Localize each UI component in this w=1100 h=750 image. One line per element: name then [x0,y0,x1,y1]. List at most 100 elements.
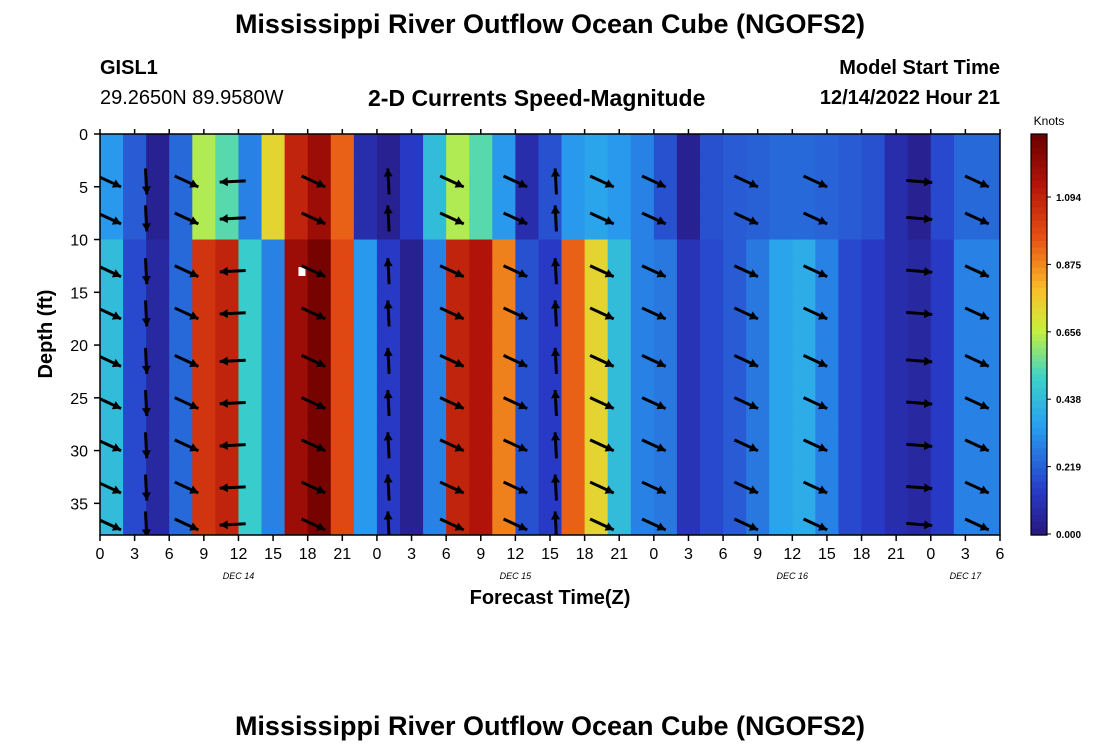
current-arrow [906,356,933,366]
heat-cell [700,408,724,431]
heat-cell [284,408,309,431]
heat-cell [146,429,170,452]
current-arrow [964,517,990,532]
arrow-head [656,269,666,278]
heat-cell [630,366,655,388]
day-label: DEC 15 [500,571,533,581]
heat-cell [330,239,355,262]
heat-cell [584,281,609,304]
heat-cell [769,281,793,304]
heat-cell [884,197,909,220]
colorbar-step [1031,294,1047,302]
current-arrow [219,177,246,187]
heat-cell [792,176,816,198]
arrow-head [604,522,614,531]
heat-cell [238,492,263,515]
heat-cell [423,387,447,409]
heat-cell [446,450,470,473]
arrow-head [219,356,228,366]
heat-cell [353,387,378,409]
heat-cell [953,323,1000,346]
current-arrow [219,398,246,408]
current-arrow [733,438,759,453]
heat-cell [815,134,840,156]
x-axis: 0 3 6 9 12 15 18 21 0 3 6 9 12 15 18 21 0 3 6 9 12 15 18 21 0 3 6 D… [96,129,1005,581]
arrow-head [219,266,228,276]
heat-cell [192,429,216,452]
arrow-head [656,358,666,368]
heat-cell [146,134,170,156]
current-arrow [641,517,667,532]
heat-cell [607,239,632,262]
arrow-head [923,309,933,319]
x-tick-label: 12 [230,546,248,563]
heat-cell [723,239,747,262]
current-arrow [219,214,246,224]
heat-cell [400,387,424,409]
heat-cell [353,450,378,473]
heat-cell [561,366,586,388]
heat-cell [676,450,701,473]
heat-cell [746,408,770,431]
heat-cell [330,176,355,198]
heat-cell [561,471,586,494]
heat-cell [538,134,563,156]
heat-cell [769,366,793,388]
heat-cell [123,345,147,367]
heat-cell [492,408,516,431]
arrow-head [316,401,326,410]
current-arrow [964,396,990,410]
arrow-head [141,492,151,501]
heat-cell [330,134,355,156]
current-arrow [733,354,759,368]
arrow-head [818,485,828,494]
heat-cell [284,366,309,388]
heat-cell [884,176,909,198]
heat-cell [238,281,263,304]
heat-cell [515,239,540,262]
heat-cell [100,450,124,473]
heat-cell [238,155,263,177]
current-arrow [502,517,528,532]
heat-cell [953,176,1000,198]
heat-cell [423,323,447,346]
heat-cell [538,366,563,388]
heat-cell [376,408,401,431]
arrow-head [604,216,614,225]
heat-cell [884,134,909,156]
heat-cell [284,134,309,156]
colorbar-step [1031,501,1047,509]
current-arrow [383,347,393,374]
heatmap-cells [100,134,1000,535]
heat-cell [169,134,193,156]
arrow-head [454,401,464,410]
heat-cell [561,176,586,198]
heat-cell [884,302,909,325]
heat-cell [953,429,1000,452]
heat-cell [653,239,678,262]
heat-cell [400,218,424,241]
heat-cell [146,239,170,262]
heat-cell [930,429,955,452]
current-arrow [733,174,759,189]
heat-cell [561,239,586,262]
heat-cell [446,366,470,388]
heat-cell [561,281,586,304]
heat-cell [861,387,886,409]
arrow-head [518,216,528,225]
arrow-head [111,522,122,531]
heat-cell [930,281,955,304]
heat-cell [423,408,447,431]
x-tick-label: 6 [165,546,174,563]
heat-cell [884,155,909,177]
heat-cell [630,281,655,304]
heat-cell [423,513,447,535]
heat-cell [515,408,540,431]
heat-cell [146,155,170,177]
heat-cell [538,345,563,367]
heat-cell [376,492,401,515]
heat-cell [723,492,747,515]
heat-cell [700,281,724,304]
heat-cell [100,366,124,388]
arrow-head [604,443,614,452]
